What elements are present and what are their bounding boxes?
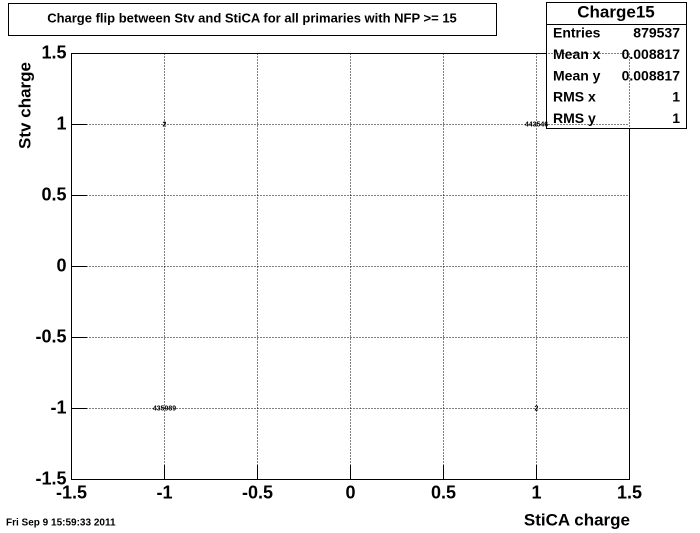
y-tick-label: -1.5 [35,468,66,488]
stats-box [546,2,687,129]
cell-count: 443546 [525,121,548,128]
cell-count: 435989 [153,405,176,412]
stats-label: Entries [553,25,601,41]
timestamp: Fri Sep 9 15:59:33 2011 [6,518,116,529]
x-tick-label: -1 [156,482,172,502]
y-tick-label: 0 [56,255,66,275]
x-tick-label: 0 [345,482,355,502]
stats-value: 1 [672,110,680,126]
y-tick-label: 1.5 [41,42,66,62]
cell-count: 2 [535,405,539,412]
cell-count: 2 [163,121,167,128]
x-axis-title: StiCA charge [524,510,630,529]
y-tick-label: 0.5 [41,184,66,204]
stats-label: Mean y [553,67,601,83]
stats-label: RMS x [553,89,596,105]
stats-title: Charge15 [577,2,654,21]
stats-label: Mean x [553,46,601,62]
x-tick-label: 1 [531,482,541,502]
x-tick-label: -1.5 [56,482,87,502]
chart-title: Charge flip between Stv and StiCA for al… [47,10,457,25]
stats-label: RMS y [553,110,596,126]
stats-value: 1 [672,89,680,105]
x-tick-label: -0.5 [242,482,273,502]
y-axis-title: Stv charge [15,62,34,149]
stats-value: 879537 [633,25,680,41]
title-box [8,3,497,36]
y-tick-label: 1 [56,113,66,133]
y-tick-label: -0.5 [35,326,66,346]
stats-value: 0.008817 [622,67,681,83]
x-tick-label: 0.5 [431,482,456,502]
y-tick-label: -1 [50,397,66,417]
stats-value: 0.008817 [622,46,681,62]
x-tick-label: 1.5 [617,482,642,502]
